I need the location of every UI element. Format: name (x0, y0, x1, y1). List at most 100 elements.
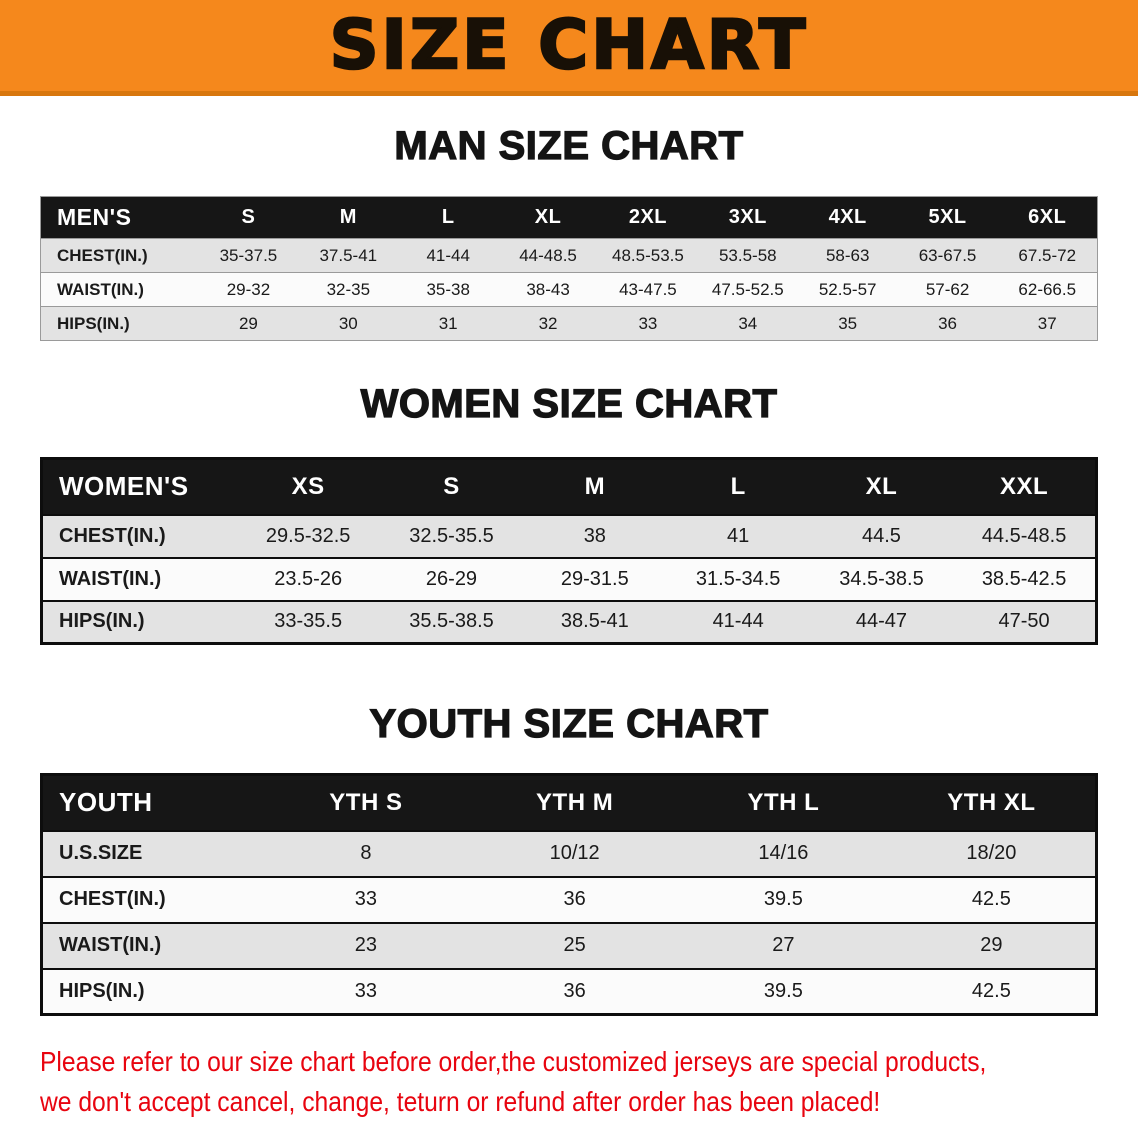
size-value: 42.5 (971, 888, 1011, 910)
size-value: 58-63 (825, 245, 870, 265)
table-title-cell: YOUTH (41, 774, 262, 831)
size-column-header: 4XL (797, 196, 898, 239)
page-title: SIZE CHART (328, 5, 809, 85)
size-value: 36 (563, 888, 586, 910)
size-value: 36 (938, 313, 958, 333)
size-column-header: M (298, 196, 399, 239)
size-value: 52.5-57 (818, 279, 877, 299)
size-column-header: 5XL (897, 196, 998, 239)
measurement-label: U.S.SIZE (59, 842, 143, 864)
size-value: 48.5-53.5 (612, 245, 684, 265)
size-value: 47.5-52.5 (711, 279, 784, 299)
size-value: 10/12 (549, 842, 600, 864)
measurement-label: HIPS(IN.) (57, 313, 130, 333)
size-column-header: L (398, 196, 499, 239)
size-value: 38 (583, 524, 606, 547)
size-value: 44-47 (855, 610, 908, 633)
size-value: 37 (1037, 313, 1057, 333)
size-value: 57-62 (925, 279, 970, 299)
measurement-row: CHEST(IN.) 29.5-32.5 32.5-35.5 38 41 44.5 44.5… (41, 514, 1097, 558)
measurement-label: CHEST(IN.) (57, 245, 148, 265)
measurement-row: WAIST(IN.) 23.5-26 26-29 29-31.5 31.5-34.5 34… (41, 557, 1097, 601)
measurement-row: U.S.SIZE 8 10/12 14/16 18/20 (41, 830, 1097, 877)
size-value: 35 (838, 313, 858, 333)
measurement-label: CHEST(IN.) (59, 524, 166, 547)
size-value: 30 (338, 313, 358, 333)
size-value: 39.5 (763, 888, 803, 910)
size-value: 35-38 (426, 279, 470, 299)
size-value: 8 (360, 842, 372, 864)
measurement-row: HIPS(IN.) 29 30 31 32 33 34 35 36 37 (40, 306, 1098, 341)
size-value: 29 (980, 934, 1003, 956)
size-value: 23.5-26 (274, 567, 343, 590)
size-value: 31.5-34.5 (695, 567, 781, 590)
disclaimer-line-1: Please refer to our size chart before or… (40, 1046, 987, 1077)
size-value: 53.5-58 (718, 245, 777, 265)
size-value: 27 (772, 934, 795, 956)
size-column-header: 6XL (997, 196, 1098, 239)
women-size-chart-heading: WOMEN SIZE CHART (360, 381, 778, 426)
size-column-header: 3XL (697, 196, 798, 239)
size-value: 33 (354, 888, 377, 910)
man-size-chart-heading: MAN SIZE CHART (394, 123, 744, 168)
size-value: 29-32 (226, 279, 271, 299)
size-value: 43-47.5 (619, 279, 677, 299)
size-header-row: MEN'S S M L XL 2XL 3XL 4XL 5XL 6XL (40, 196, 1098, 239)
size-column-header: YTH L (679, 774, 888, 831)
size-value: 38-43 (526, 279, 570, 299)
size-value: 38.5-42.5 (981, 567, 1067, 590)
size-value: 26-29 (425, 567, 478, 590)
measurement-row: HIPS(IN.) 33-35.5 35.5-38.5 38.5-41 41-44 44-… (41, 600, 1097, 644)
size-value: 37.5-41 (319, 245, 378, 265)
disclaimer: Please refer to our size chart before or… (0, 1042, 1138, 1122)
size-column-header: XL (809, 458, 954, 515)
size-column-header: XS (236, 458, 380, 515)
size-value: 44.5 (862, 524, 901, 547)
disclaimer-line-2: we don't accept cancel, change, teturn o… (40, 1086, 881, 1117)
size-value: 38.5-41 (560, 610, 629, 633)
size-value: 31 (438, 313, 458, 333)
size-column-header: XXL (953, 458, 1097, 515)
measurement-label: WAIST(IN.) (59, 567, 162, 590)
measurement-label: WAIST(IN.) (57, 279, 144, 299)
size-value: 35.5-38.5 (409, 610, 494, 633)
size-value: 62-66.5 (1018, 279, 1077, 299)
womens-size-table: WOMEN'S XS S M L XL XXL CHEST(IN.) 29.5-32.5 32.5… (40, 457, 1098, 645)
size-column-header: YTH XL (887, 774, 1097, 831)
size-column-header: XL (498, 196, 598, 239)
size-value: 25 (563, 934, 586, 956)
size-column-header: S (379, 458, 524, 515)
size-header-row: YOUTH YTH S YTH M YTH L YTH XL (41, 774, 1097, 831)
banner: SIZE CHART (0, 0, 1138, 96)
size-value: 67.5-72 (1018, 245, 1077, 265)
size-column-header: YTH M (470, 774, 679, 831)
size-value: 63-67.5 (918, 245, 977, 265)
size-value: 14/16 (758, 842, 809, 864)
size-value: 41-44 (712, 610, 764, 633)
size-value: 47-50 (998, 610, 1050, 633)
size-value: 23 (354, 934, 377, 956)
size-value: 33 (638, 313, 658, 333)
size-value: 39.5 (763, 979, 803, 1002)
table-title-cell: MEN'S (40, 196, 199, 239)
size-value: 34.5-38.5 (839, 567, 924, 590)
measurement-row: WAIST(IN.) 23 25 27 29 (41, 922, 1097, 969)
size-value: 32-35 (326, 279, 371, 299)
size-value: 42.5 (971, 979, 1011, 1002)
size-value: 33-35.5 (274, 610, 343, 633)
size-header-row: WOMEN'S XS S M L XL XXL (41, 458, 1097, 515)
measurement-row: WAIST(IN.) 29-32 32-35 35-38 38-43 43-47.5 47.… (40, 272, 1098, 307)
size-value: 29.5-32.5 (265, 524, 351, 547)
measurement-label: HIPS(IN.) (59, 610, 145, 633)
size-value: 36 (563, 979, 586, 1002)
table-title-cell: WOMEN'S (41, 458, 237, 515)
size-column-header: L (666, 458, 810, 515)
measurement-label: HIPS(IN.) (59, 979, 145, 1002)
size-column-header: YTH S (261, 774, 471, 831)
measurement-row: HIPS(IN.) 33 36 39.5 42.5 (41, 968, 1097, 1015)
size-value: 35-37.5 (219, 245, 278, 265)
size-column-header: 2XL (598, 196, 698, 239)
measurement-label: CHEST(IN.) (59, 888, 166, 910)
size-value: 41-44 (426, 245, 470, 265)
